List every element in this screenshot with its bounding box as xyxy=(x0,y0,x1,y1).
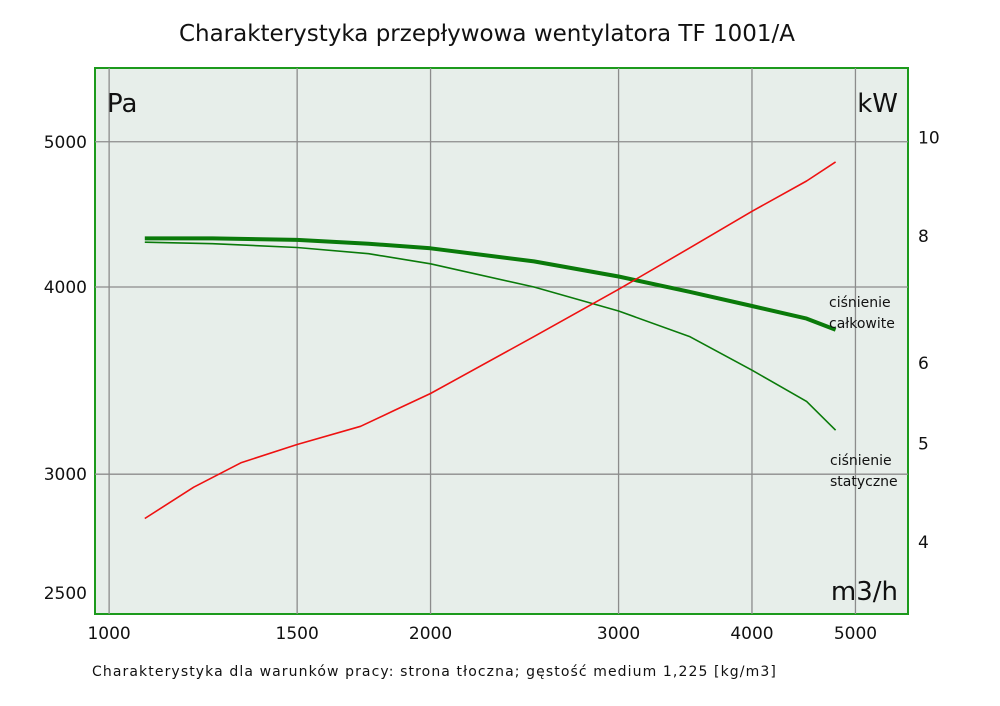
series-label-static-1: ciśnienie xyxy=(830,453,892,469)
grid xyxy=(95,68,908,614)
y-tick-label: 2500 xyxy=(44,584,87,604)
x-axis-label: m3/h xyxy=(831,577,898,607)
x-tick-label: 3000 xyxy=(597,624,640,644)
chart-footnote: Charakterystyka dla warunków pracy: stro… xyxy=(92,664,777,680)
x-tick-label: 1000 xyxy=(87,624,130,644)
y2-tick-label: 4 xyxy=(918,533,929,553)
series-label-total-2: całkowite xyxy=(829,316,895,332)
y2-axis-label: kW xyxy=(857,89,898,119)
y2-tick-label: 5 xyxy=(918,435,929,455)
y2-tick-label: 6 xyxy=(918,354,929,374)
chart-title: Charakterystyka przepływowa wentylatora … xyxy=(179,21,795,47)
series-lines xyxy=(144,161,837,520)
series-line-1 xyxy=(144,241,837,431)
series-label-static-2: statyczne xyxy=(830,474,898,490)
x-tick-label: 5000 xyxy=(834,624,877,644)
tick-labels: 1000 1500 2000 3000 4000 5000 2500 3000 4000 5000… xyxy=(44,128,940,644)
x-tick-label: 2000 xyxy=(409,624,452,644)
series-line-0 xyxy=(144,236,837,332)
y-tick-label: 4000 xyxy=(44,278,87,298)
y-tick-label: 3000 xyxy=(44,465,87,485)
plot-area xyxy=(94,67,909,615)
y-axis-label: Pa xyxy=(107,89,137,119)
y2-tick-label: 8 xyxy=(918,227,929,247)
series-label-total-1: ciśnienie xyxy=(829,295,891,311)
series-line-2 xyxy=(144,161,837,520)
x-tick-label: 4000 xyxy=(730,624,773,644)
y-tick-label: 5000 xyxy=(44,133,87,153)
y2-tick-label: 10 xyxy=(918,128,940,148)
x-tick-label: 1500 xyxy=(276,624,319,644)
